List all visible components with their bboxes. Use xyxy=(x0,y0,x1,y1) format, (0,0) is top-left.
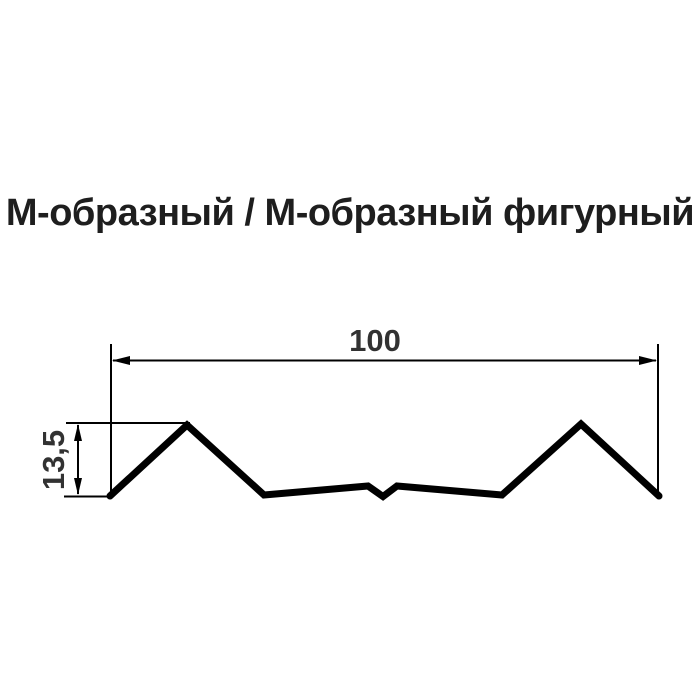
height-dimension-label: 13,5 xyxy=(36,430,71,490)
height-dimension-arrowhead-top xyxy=(74,424,82,441)
page-title: М-образный / М-образный фигурный xyxy=(5,192,695,234)
width-dimension-arrowhead-left xyxy=(112,356,130,365)
width-dimension-arrowhead-right xyxy=(639,356,657,365)
width-dimension-label: 100 xyxy=(349,323,401,358)
profile-outline xyxy=(106,419,663,501)
height-dimension: 13,5 xyxy=(36,422,190,498)
width-dimension: 100 xyxy=(110,323,659,497)
height-dimension-arrowhead-bottom xyxy=(74,478,82,495)
